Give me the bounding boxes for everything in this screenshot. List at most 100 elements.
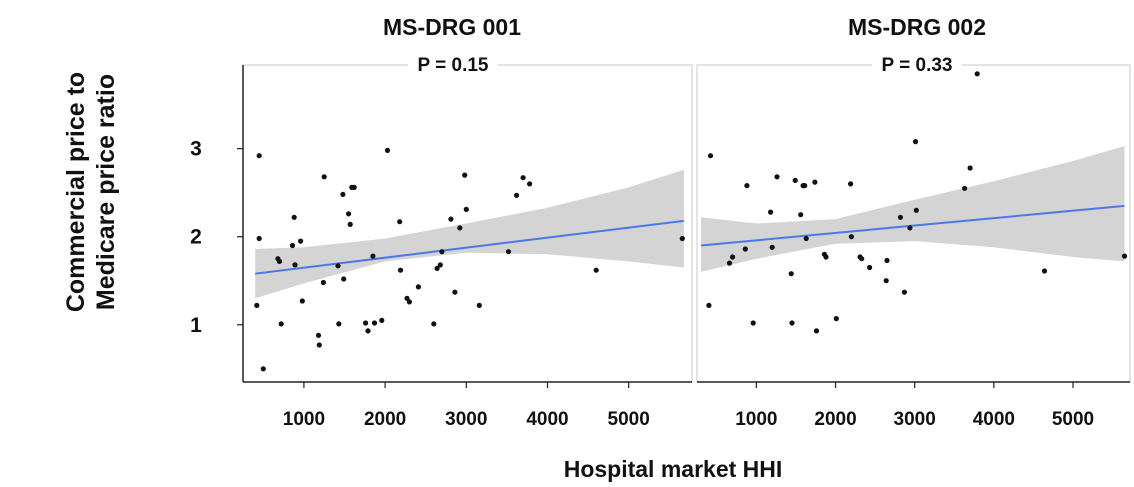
data-point	[974, 71, 980, 77]
x-ticks-drg-002: 1000 2000 3000 4000 5000	[735, 382, 1094, 430]
panel-drg-002: MS-DRG 002 P = 0.33 1000 2000 3000 4000 5000	[696, 14, 1131, 430]
fit-line-drg-002	[700, 204, 1125, 247]
data-point	[707, 153, 714, 159]
data-point	[848, 181, 854, 187]
data-point	[384, 147, 391, 153]
data-point	[706, 302, 712, 308]
data-point	[289, 242, 296, 249]
data-point	[792, 177, 798, 183]
x-tick-label: 4000	[526, 409, 568, 430]
data-point	[276, 258, 283, 264]
data-point	[379, 317, 385, 323]
x-tick-label: 5000	[608, 409, 650, 430]
data-point	[912, 139, 919, 145]
data-point	[833, 316, 839, 322]
x-tick-label: 1000	[735, 409, 777, 430]
data-point	[802, 183, 808, 189]
data-point	[316, 342, 322, 348]
fit-line-drg-001	[255, 219, 685, 275]
data-points-drg-002	[706, 71, 1128, 334]
x-tick-label: 2000	[364, 409, 406, 430]
y-tick-label: 2	[190, 226, 202, 249]
data-point	[256, 235, 262, 242]
data-point	[457, 225, 463, 231]
data-point	[256, 153, 262, 159]
data-point	[434, 265, 440, 271]
data-point	[406, 299, 412, 305]
data-point	[351, 184, 357, 190]
confidence-band-drg-001	[255, 169, 684, 299]
data-points-drg-001	[254, 147, 685, 372]
annotation-backdrop-drg-002	[872, 50, 962, 76]
data-point	[788, 271, 794, 277]
data-point	[476, 302, 482, 308]
p-value-drg-001: P = 0.15	[418, 55, 489, 76]
y-ticks: 1 2 3	[190, 138, 243, 337]
data-point	[967, 165, 973, 171]
data-point	[448, 216, 454, 222]
data-point	[320, 279, 326, 286]
data-point	[813, 328, 820, 334]
y-tick-label: 3	[190, 138, 202, 161]
x-ticks-drg-001: 1000 2000 3000 4000 5000	[283, 382, 650, 430]
data-point	[370, 253, 376, 259]
data-point	[462, 172, 468, 178]
data-point	[913, 207, 919, 213]
data-point	[397, 267, 404, 273]
x-tick-label: 5000	[1052, 409, 1094, 430]
data-point	[347, 221, 353, 227]
data-point	[363, 320, 369, 326]
p-value-drg-002: P = 0.33	[882, 55, 953, 76]
data-point	[527, 181, 533, 187]
data-point	[867, 264, 873, 271]
data-point	[346, 211, 352, 217]
y-axis-title: Commercial price to Medicare price ratio	[62, 72, 120, 312]
data-point	[744, 183, 750, 189]
data-point	[859, 256, 865, 262]
data-point	[340, 191, 346, 197]
data-point	[897, 214, 904, 220]
y-axis-title-line-2: Medicare price ratio	[92, 74, 120, 310]
data-point	[505, 249, 512, 255]
data-point	[730, 254, 736, 260]
data-point	[593, 267, 599, 273]
data-point	[907, 225, 913, 231]
data-point	[769, 244, 775, 250]
data-point	[803, 235, 809, 242]
x-tick-label: 1000	[283, 409, 325, 430]
data-point	[315, 332, 322, 338]
data-point	[365, 328, 371, 334]
data-point	[884, 257, 890, 264]
x-tick-label: 4000	[973, 409, 1015, 430]
data-point	[823, 254, 829, 260]
data-point	[1121, 253, 1128, 259]
data-point	[901, 289, 908, 295]
data-point	[292, 262, 298, 268]
data-point	[298, 238, 304, 244]
panel-title-drg-001: MS-DRG 001	[383, 14, 521, 40]
data-point	[336, 321, 342, 327]
data-point	[254, 302, 260, 308]
data-point	[321, 174, 327, 180]
data-point	[415, 284, 421, 290]
data-point	[1041, 268, 1048, 274]
panel-drg-001: MS-DRG 001 P = 0.15 1 2 3 1000 2000 3000 4000…	[190, 14, 693, 430]
data-point	[789, 320, 795, 326]
y-axis-title-line-1: Commercial price to	[62, 72, 90, 312]
fit-line-group-drg-001	[255, 219, 685, 275]
data-point	[679, 235, 685, 242]
data-point	[798, 212, 804, 218]
data-point	[439, 249, 445, 255]
panel-title-drg-002: MS-DRG 002	[848, 14, 986, 40]
data-point	[299, 298, 305, 304]
data-point	[291, 214, 297, 220]
x-tick-label: 3000	[894, 409, 936, 430]
data-point	[726, 260, 733, 266]
x-tick-label: 2000	[814, 409, 856, 430]
data-point	[397, 219, 403, 225]
data-point	[431, 321, 437, 327]
data-point	[812, 179, 818, 185]
data-point	[371, 320, 378, 326]
annotation-backdrop-drg-001	[408, 50, 498, 76]
